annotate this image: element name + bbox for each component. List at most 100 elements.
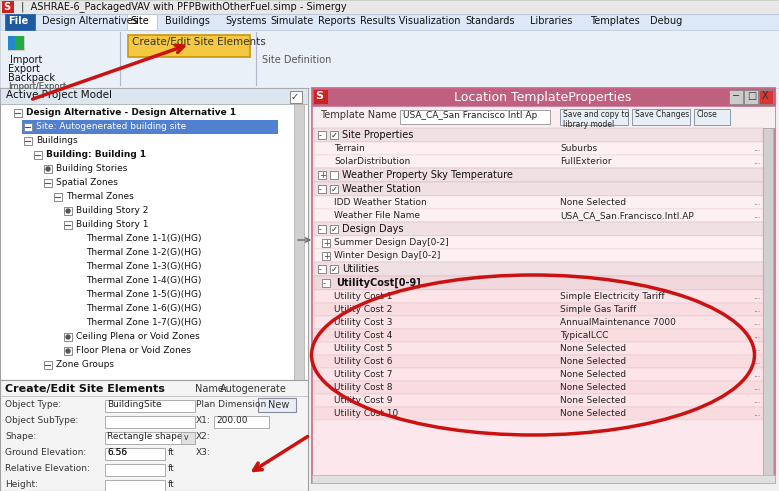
Bar	[314, 128, 763, 142]
Text: Simple Gas Tariff: Simple Gas Tariff	[560, 305, 636, 314]
Text: Thermal Zones: Thermal Zones	[66, 192, 134, 201]
Bar	[64, 347, 72, 355]
Bar	[330, 171, 338, 179]
Circle shape	[66, 335, 70, 339]
Bar	[105, 416, 195, 428]
Text: Simulate: Simulate	[270, 16, 313, 26]
Bar	[314, 168, 763, 182]
Text: +: +	[323, 239, 330, 248]
Bar	[312, 106, 775, 128]
Text: Utility Cost 7: Utility Cost 7	[334, 370, 393, 379]
Bar	[314, 155, 763, 168]
Text: -: -	[319, 131, 322, 140]
Bar	[312, 475, 775, 483]
Bar	[314, 329, 763, 342]
Bar	[314, 394, 763, 407]
Text: Weather Station: Weather Station	[342, 184, 421, 194]
Text: Utility Cost 9: Utility Cost 9	[334, 396, 393, 405]
Bar	[2, 1, 14, 13]
Text: None Selected: None Selected	[560, 198, 626, 207]
Bar	[560, 109, 628, 125]
Circle shape	[66, 349, 70, 353]
Bar	[54, 193, 62, 201]
Bar	[22, 120, 278, 134]
Bar	[294, 104, 304, 380]
Text: None Selected: None Selected	[560, 344, 626, 353]
Bar	[729, 90, 743, 104]
Bar	[314, 381, 763, 394]
Bar	[0, 380, 308, 491]
Text: Weather File Name: Weather File Name	[334, 211, 420, 220]
Bar	[314, 222, 763, 236]
Text: Design Alternatives: Design Alternatives	[42, 16, 138, 26]
Text: Thermal Zone 1-3(G)(HG): Thermal Zone 1-3(G)(HG)	[86, 262, 202, 271]
Text: Building: Building 1: Building: Building 1	[46, 150, 146, 159]
Text: 200.00: 200.00	[216, 416, 248, 425]
Text: Utilities: Utilities	[342, 264, 379, 274]
Text: ...: ...	[753, 331, 760, 340]
Text: Save Changes: Save Changes	[635, 110, 689, 119]
Text: Site: Site	[130, 16, 149, 26]
Text: Reports: Reports	[318, 16, 356, 26]
Text: ...: ...	[753, 383, 760, 392]
Text: Thermal Zone 1-1(G)(HG): Thermal Zone 1-1(G)(HG)	[86, 234, 202, 243]
Text: ✓: ✓	[291, 92, 299, 102]
Text: Terrain: Terrain	[334, 144, 365, 153]
Text: +: +	[323, 252, 330, 261]
Text: IDD Weather Station: IDD Weather Station	[334, 198, 427, 207]
Text: ft: ft	[168, 464, 174, 473]
Bar	[322, 239, 330, 247]
Text: ...: ...	[753, 357, 760, 366]
Bar	[128, 35, 250, 57]
Text: Zone Groups: Zone Groups	[56, 360, 114, 369]
Text: Site Properties: Site Properties	[342, 130, 414, 140]
Text: USA_CA_San Francisco Intl Ap: USA_CA_San Francisco Intl Ap	[403, 111, 538, 120]
Text: v: v	[184, 433, 189, 442]
Bar	[105, 448, 165, 460]
Text: Design Alternative - Design Alternative 1: Design Alternative - Design Alternative …	[26, 108, 236, 117]
Text: Rectangle shape: Rectangle shape	[107, 432, 182, 441]
Bar	[127, 14, 157, 30]
Bar	[181, 432, 195, 444]
Text: Autogenerate: Autogenerate	[220, 384, 287, 394]
Text: Systems: Systems	[225, 16, 266, 26]
Text: File: File	[8, 16, 28, 26]
Text: Utility Cost 4: Utility Cost 4	[334, 331, 393, 340]
Bar	[314, 342, 763, 355]
Text: Debug: Debug	[650, 16, 682, 26]
Text: Thermal Zone 1-4(G)(HG): Thermal Zone 1-4(G)(HG)	[86, 276, 202, 285]
Bar	[330, 131, 338, 139]
Text: +: +	[319, 171, 326, 180]
Text: Winter Design Day[0-2]: Winter Design Day[0-2]	[334, 251, 440, 260]
Bar	[44, 165, 52, 173]
Bar	[0, 0, 779, 14]
Text: 6.56: 6.56	[107, 448, 127, 457]
Text: New: New	[268, 400, 289, 410]
Text: -: -	[319, 265, 322, 274]
Bar	[314, 249, 763, 262]
Text: -: -	[323, 279, 326, 288]
Text: Utility Cost 10: Utility Cost 10	[334, 409, 398, 418]
Text: SolarDistribution: SolarDistribution	[334, 157, 411, 166]
Bar	[314, 303, 763, 316]
Text: ...: ...	[753, 396, 760, 405]
Text: Buildings: Buildings	[36, 136, 78, 145]
Text: ...: ...	[753, 344, 760, 353]
Text: -: -	[319, 225, 322, 234]
Bar	[314, 182, 763, 196]
Bar	[105, 432, 195, 444]
Bar	[5, 14, 35, 30]
Text: AnnualMaintenance 7000: AnnualMaintenance 7000	[560, 318, 676, 327]
Text: Utility Cost 8: Utility Cost 8	[334, 383, 393, 392]
Bar	[314, 209, 763, 222]
Bar	[318, 131, 326, 139]
Text: None Selected: None Selected	[560, 383, 626, 392]
Text: Import: Import	[10, 55, 42, 65]
Text: Create/Edit Site Elements: Create/Edit Site Elements	[132, 37, 266, 47]
Text: Spatial Zones: Spatial Zones	[56, 178, 118, 187]
Bar	[312, 88, 775, 106]
Text: ft: ft	[168, 448, 174, 457]
Bar	[44, 179, 52, 187]
Text: S: S	[3, 1, 10, 11]
Text: Standards: Standards	[465, 16, 514, 26]
